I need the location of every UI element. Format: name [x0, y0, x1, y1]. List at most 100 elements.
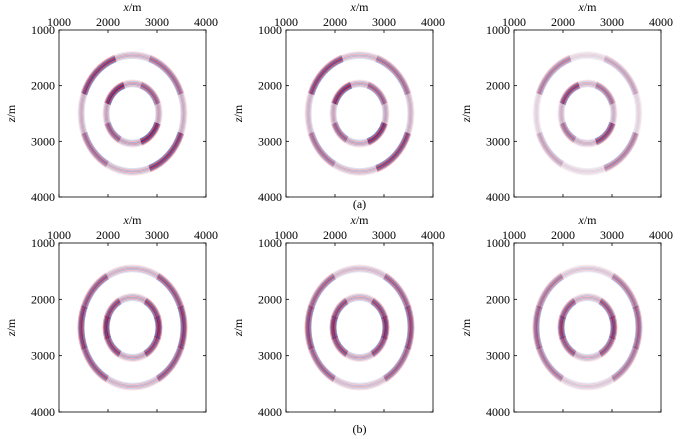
outer-ring-band	[304, 264, 415, 391]
wavefield	[532, 51, 643, 176]
outer-ring-band	[533, 52, 642, 175]
x-tick-label: 1000	[274, 15, 298, 29]
outer-ring-band	[81, 56, 184, 171]
z-tick-label: 2000	[486, 79, 510, 93]
outer-ring-band	[534, 266, 641, 389]
inner-ring-band	[331, 82, 388, 145]
x-tick-label: 3000	[600, 15, 624, 29]
x-axis-label-unit: /m	[584, 0, 597, 14]
z-tick-label: 3000	[258, 134, 282, 148]
inner-ring-band	[330, 294, 389, 361]
x-axis-label: x/m	[578, 213, 598, 227]
axes: 1000 2000 3000 4000 1000 2000 3000 4000	[31, 15, 218, 204]
z-axis-label-var: z	[459, 117, 473, 123]
wavefield	[532, 264, 643, 391]
inner-ring-band	[107, 85, 158, 142]
z-tick-label: 2000	[31, 292, 55, 306]
z-axis-label: z/m	[4, 318, 18, 337]
inner-ring-band	[333, 298, 386, 357]
x-tick-label: 1000	[274, 228, 298, 242]
inner-ring-band	[105, 296, 160, 359]
axes: 1000 2000 3000 4000 1000 2000 3000 4000	[258, 228, 445, 419]
z-tick-label: 4000	[31, 190, 55, 204]
outer-ring-band	[533, 265, 642, 390]
x-tick-label: 4000	[421, 15, 445, 29]
outer-ring-band	[306, 266, 413, 389]
x-tick-label: 1000	[47, 15, 71, 29]
z-tick-label: 2000	[258, 79, 282, 93]
z-tick-label: 3000	[486, 134, 510, 148]
z-tick-label: 1000	[486, 236, 510, 250]
z-axis-label-unit: /m	[4, 318, 18, 331]
x-axis-label-unit: /m	[584, 213, 597, 227]
x-axis-label: x/m	[350, 213, 370, 227]
z-tick-label: 4000	[258, 405, 282, 419]
z-tick-label: 1000	[31, 23, 55, 37]
outer-ring-band	[77, 264, 188, 391]
x-tick-label: 3000	[145, 228, 169, 242]
inner-ring-band	[559, 82, 616, 145]
outer-ring-band	[309, 57, 410, 170]
z-axis-label: z/m	[231, 104, 245, 123]
z-tick-label: 4000	[486, 190, 510, 204]
x-axis-label: x/m	[123, 0, 143, 14]
x-tick-label: 3000	[145, 15, 169, 29]
z-axis-label-var: z	[4, 331, 18, 337]
x-tick-label: 1000	[502, 228, 526, 242]
z-tick-label: 1000	[258, 23, 282, 37]
x-tick-label: 2000	[551, 15, 575, 29]
z-tick-label: 2000	[258, 292, 282, 306]
z-tick-label: 3000	[31, 134, 55, 148]
inner-ring-band	[333, 84, 386, 143]
z-tick-label: 2000	[31, 79, 55, 93]
inner-ring-band	[105, 83, 160, 144]
outer-ring-band	[308, 269, 411, 386]
x-tick-label: 4000	[194, 15, 218, 29]
inner-ring-band	[557, 293, 618, 362]
inner-ring-band	[329, 79, 390, 148]
z-tick-label: 1000	[486, 23, 510, 37]
x-tick-label: 1000	[502, 15, 526, 29]
plot-frame	[58, 29, 207, 198]
z-axis-label-unit: /m	[459, 104, 473, 117]
z-tick-label: 3000	[486, 349, 510, 363]
x-axis-label: x/m	[123, 213, 143, 227]
outer-ring-band	[309, 270, 410, 385]
z-axis-label-unit: /m	[231, 318, 245, 331]
z-axis-label-var: z	[4, 117, 18, 123]
outer-ring-band	[77, 51, 188, 176]
x-axis-label-var: x	[123, 213, 130, 227]
x-tick-label: 4000	[649, 15, 673, 29]
inner-ring-band	[332, 296, 387, 359]
z-axis-label: z/m	[459, 318, 473, 337]
outer-ring-band	[535, 268, 640, 387]
z-axis-label-var: z	[231, 331, 245, 337]
outer-ring-band	[537, 270, 638, 385]
z-tick-label: 1000	[258, 236, 282, 250]
z-tick-label: 3000	[258, 349, 282, 363]
row-label: (b)	[353, 422, 367, 436]
z-tick-label: 3000	[31, 349, 55, 363]
x-axis-label-unit: /m	[129, 213, 142, 227]
outer-ring-band	[80, 54, 185, 173]
outer-ring-band	[82, 57, 183, 170]
row-label: (a)	[353, 197, 366, 211]
z-axis-label-unit: /m	[4, 104, 18, 117]
inner-ring-band	[558, 80, 617, 147]
x-tick-label: 3000	[372, 228, 396, 242]
z-axis-label-unit: /m	[231, 104, 245, 117]
outer-ring-band	[305, 52, 414, 175]
inner-ring-band	[330, 80, 389, 147]
x-axis-label-unit: /m	[356, 213, 369, 227]
outer-ring-band	[305, 265, 414, 390]
inner-ring-band	[106, 298, 159, 357]
outer-ring-band	[536, 56, 639, 171]
inner-ring-band	[559, 295, 616, 360]
outer-ring-band	[78, 52, 187, 175]
x-tick-label: 2000	[96, 228, 120, 242]
axes: 1000 2000 3000 4000 1000 2000 3000 4000	[258, 15, 445, 204]
